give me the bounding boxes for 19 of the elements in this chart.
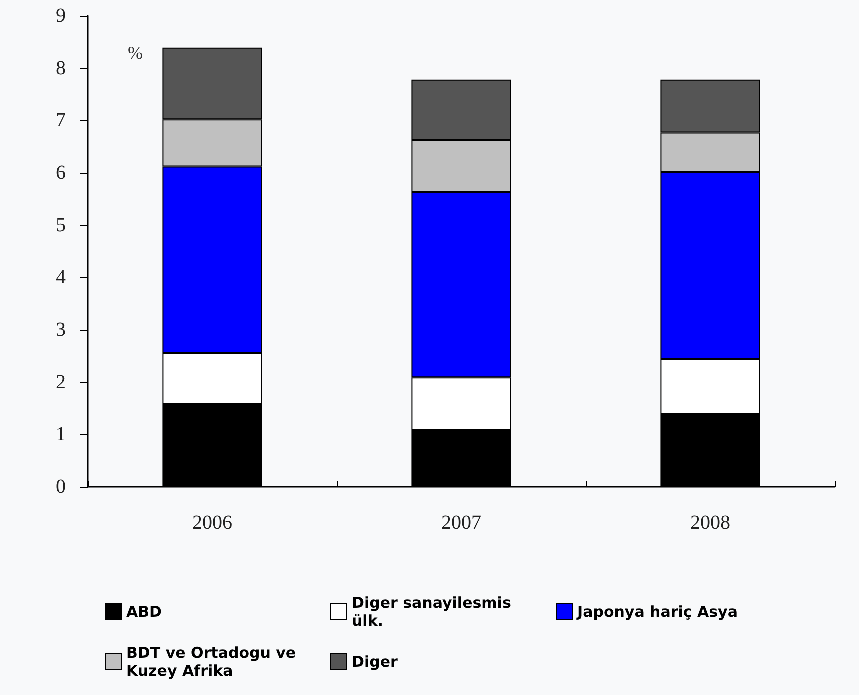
x-tick-label: 2006	[192, 512, 232, 534]
y-tick-label: 6	[56, 162, 66, 184]
y-tick-label: 2	[56, 371, 66, 394]
y-tick-label: 7	[56, 110, 66, 132]
y-tick-label: 9	[56, 5, 66, 27]
y-tick-label: 8	[56, 57, 66, 80]
y-tick-label: 0	[56, 476, 66, 498]
x-tick-label: 2008	[690, 512, 730, 534]
legend-label: BDT ve Ortadogu ve Kuzey Afrika	[126, 644, 302, 680]
legend-label: Diger	[352, 653, 399, 671]
legend-label: Diger sanayilesmis ülk.	[352, 594, 517, 630]
x-tick-label: 2007	[442, 512, 482, 534]
y-axis-title: %	[128, 43, 143, 63]
y-tick-label: 1	[56, 424, 66, 446]
y-tick-label: 5	[56, 214, 66, 236]
y-tick-label: 4	[56, 266, 66, 289]
legend-label: ABD	[126, 603, 162, 621]
legend-label: Japonya hariç Asya	[576, 603, 738, 621]
y-tick-label: 3	[56, 319, 66, 341]
